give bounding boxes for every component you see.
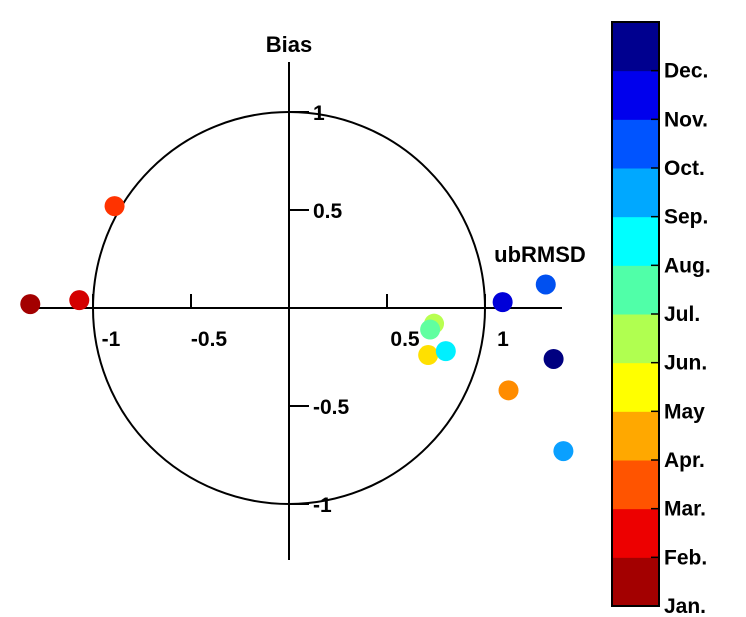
data-point-oct [535, 274, 556, 295]
colorbar-segment [612, 411, 659, 461]
colorbar-label: Jul. [664, 303, 700, 326]
colorbar-segments [612, 22, 659, 607]
y-ticks: 1 0.5 -0.5 -1 [289, 102, 350, 517]
colorbar-label: Apr. [664, 449, 705, 472]
colorbar-segment [612, 460, 659, 510]
colorbar-segment [612, 314, 659, 364]
data-point-feb [69, 290, 90, 311]
colorbar-label: Feb. [664, 546, 707, 569]
colorbar-label: Jan. [664, 595, 706, 617]
colorbar-segment [612, 557, 659, 607]
colorbar-segment [612, 216, 659, 266]
y-tick-label: 1 [313, 102, 325, 125]
colorbar-segment [612, 22, 659, 72]
x-ticks: -1 -0.5 0.5 1 [92, 294, 509, 351]
colorbar-segment [612, 508, 659, 558]
data-points [20, 196, 574, 462]
y-tick-label: 0.5 [313, 200, 343, 223]
colorbar-segment [612, 70, 659, 120]
colorbar-label: Dec. [664, 60, 708, 83]
colorbar-segment [612, 168, 659, 218]
colorbar-label: Aug. [664, 254, 711, 277]
colorbar-label: Sep. [664, 206, 708, 229]
data-point-jul [420, 319, 441, 340]
data-point-may [418, 345, 439, 366]
x-axis-title: ubRMSD [494, 242, 586, 267]
colorbar: Jan. Feb. Mar. Apr. May Jun. Jul. Aug. Sep. Oct. N… [611, 21, 711, 617]
data-point-apr [498, 380, 519, 401]
data-point-nov [492, 292, 513, 313]
y-tick-label: -1 [313, 494, 332, 517]
x-tick-label: 1 [497, 328, 509, 351]
colorbar-labels: Jan. Feb. Mar. Apr. May Jun. Jul. Aug. Sep. Oct. N… [651, 60, 711, 617]
y-tick-label: -0.5 [313, 396, 350, 419]
plot-area: -1 -0.5 0.5 1 1 0.5 -0.5 -1 Bias ubRMSD [20, 32, 586, 560]
colorbar-label: Oct. [664, 157, 705, 180]
data-point-sep [553, 441, 574, 462]
colorbar-label: Nov. [664, 108, 708, 131]
colorbar-label: May [664, 400, 705, 423]
data-point-mar [104, 196, 125, 217]
x-tick-label: 0.5 [390, 328, 420, 351]
data-point-dec [543, 348, 564, 369]
data-point-jan [20, 294, 41, 315]
y-axis-title: Bias [266, 32, 312, 57]
colorbar-segment [612, 265, 659, 315]
colorbar-label: Mar. [664, 498, 706, 521]
data-point-aug [435, 341, 456, 362]
colorbar-segment [612, 362, 659, 412]
colorbar-label: Jun. [664, 352, 707, 375]
colorbar-segment [612, 119, 659, 169]
x-tick-label: -0.5 [191, 328, 228, 351]
x-tick-label: -1 [102, 328, 121, 351]
